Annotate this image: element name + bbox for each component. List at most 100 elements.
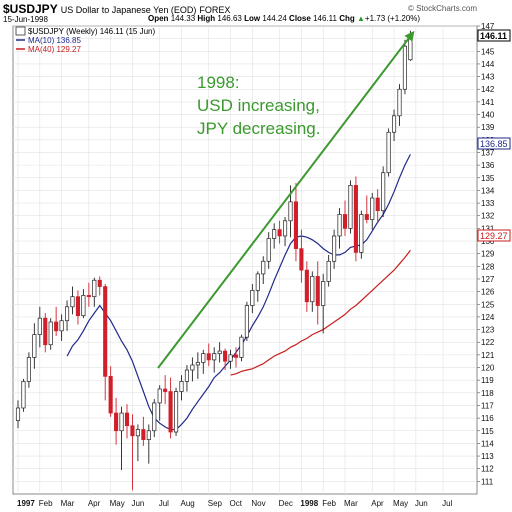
low-label: Low [244, 14, 261, 23]
candle-up [195, 362, 200, 366]
date: 15-Jun-1998 [3, 15, 48, 24]
candle-down [299, 248, 304, 271]
close-value: 146.11 [313, 14, 337, 23]
candle-up [402, 45, 408, 90]
y-tick-label: 133 [481, 199, 495, 208]
y-tick-label: 122 [481, 338, 495, 347]
candle-up [381, 172, 386, 212]
candle-down [293, 201, 299, 249]
candle-up [15, 407, 21, 421]
y-tick-label: 119 [481, 376, 494, 385]
y-tick-label: 141 [481, 98, 495, 107]
y-tick-label: 116 [481, 414, 494, 423]
chart-header-line1: $USDJPY US Dollar to Japanese Yen (EOD) … [3, 2, 230, 16]
open-label: Open [148, 14, 169, 23]
candle-up [386, 131, 391, 174]
y-tick-label: 137 [481, 148, 495, 157]
x-tick-label: Mar [61, 499, 75, 508]
last-price-tag: 146.11 [477, 29, 511, 42]
candle-up [190, 364, 195, 371]
x-tick-label: Apr [88, 499, 101, 508]
candle-up [179, 381, 184, 392]
y-tick-label: 131 [481, 224, 495, 233]
y-tick-label: 127 [481, 275, 495, 284]
candle-up [64, 306, 70, 322]
candle-down [163, 388, 168, 392]
y-tick-label: 144 [481, 60, 495, 69]
x-tick-label: May [110, 499, 125, 508]
x-tick-label: Dec [279, 499, 293, 508]
candle-down [54, 321, 59, 332]
y-tick-label: 121 [481, 351, 495, 360]
y-tick-label: 135 [481, 174, 495, 183]
candle-up [21, 381, 26, 409]
candle-up [184, 369, 190, 382]
y-tick-label: 111 [481, 477, 494, 486]
ma40-line [230, 249, 411, 376]
y-tick-label: 142 [481, 85, 495, 94]
legend: $USDJPY (Weekly) 146.11 (15 Jun) MA(10) … [15, 26, 156, 54]
candle-up [272, 229, 277, 239]
annotation-line-2: USD increasing, [197, 96, 320, 115]
candle-down [223, 350, 228, 362]
candle-down [124, 412, 130, 427]
candle-up [255, 273, 260, 291]
candle-down [315, 276, 320, 306]
y-tick-label: 139 [481, 123, 495, 132]
x-tick-label: Oct [230, 499, 243, 508]
candle-up [244, 305, 249, 338]
candle-down [97, 279, 102, 287]
y-tick-label: 113 [481, 452, 494, 461]
high-label: High [197, 14, 216, 23]
candle-up [37, 317, 42, 335]
y-tick-label: 134 [481, 186, 495, 195]
candle-down [108, 376, 113, 414]
x-tick-label: Sep [208, 499, 223, 508]
candle-up [70, 296, 75, 308]
y-tick-label: 132 [481, 212, 495, 221]
candle-down [277, 229, 282, 237]
candle-down [130, 425, 135, 437]
ma10-tag: 136.85 [477, 137, 511, 150]
x-tick-label: Nov [251, 499, 265, 508]
candle-down [233, 354, 239, 358]
y-tick-label: 117 [481, 401, 494, 410]
ma40-tag-text: 129.27 [480, 231, 508, 241]
candle-down [304, 269, 309, 303]
x-tick-label: Jul [159, 499, 169, 508]
candle-up [217, 350, 222, 354]
x-tick-label: Jun [415, 499, 428, 508]
candle-down [364, 214, 369, 220]
candle-up [59, 320, 64, 332]
candle-up [174, 391, 179, 433]
candle-up [408, 36, 413, 61]
y-tick-label: 115 [481, 427, 494, 436]
candle-up [266, 238, 271, 262]
candle-down [168, 391, 173, 433]
x-tick-label: May [393, 499, 408, 508]
candle-up [261, 260, 266, 275]
x-tick-label: Apr [371, 499, 384, 508]
copyright: © StockCharts.com [408, 4, 478, 13]
y-tick-label: 114 [481, 439, 494, 448]
y-tick-label: 120 [481, 364, 495, 373]
annotation-line-1: 1998: [197, 73, 240, 92]
y-tick-label: 126 [481, 288, 495, 297]
legend-main: $USDJPY (Weekly) 146.11 (15 Jun) [28, 27, 156, 36]
y-tick-label: 125 [481, 300, 495, 309]
chg-label: Chg [339, 14, 355, 23]
legend-ma10: MA(10) 136.85 [28, 36, 81, 45]
y-tick-label: 124 [481, 313, 495, 322]
ma10-line [66, 154, 411, 431]
x-axis: 1997 Feb Mar Apr May Jun Jul Aug Sep Oct Nov Dec 199… [17, 499, 453, 508]
candle-up [239, 336, 244, 358]
y-tick-label: 130 [481, 237, 495, 246]
low-value: 144.24 [262, 14, 287, 23]
candle-down [206, 353, 211, 361]
exchange: FOREX [199, 5, 231, 15]
y-axis: 111 112 113 114 115 116 117 118 119 120 121 122 123 1… [477, 22, 495, 486]
candle-up [146, 430, 151, 440]
candle-down [342, 214, 348, 229]
candle-up [370, 197, 375, 220]
candle-down [141, 429, 146, 440]
